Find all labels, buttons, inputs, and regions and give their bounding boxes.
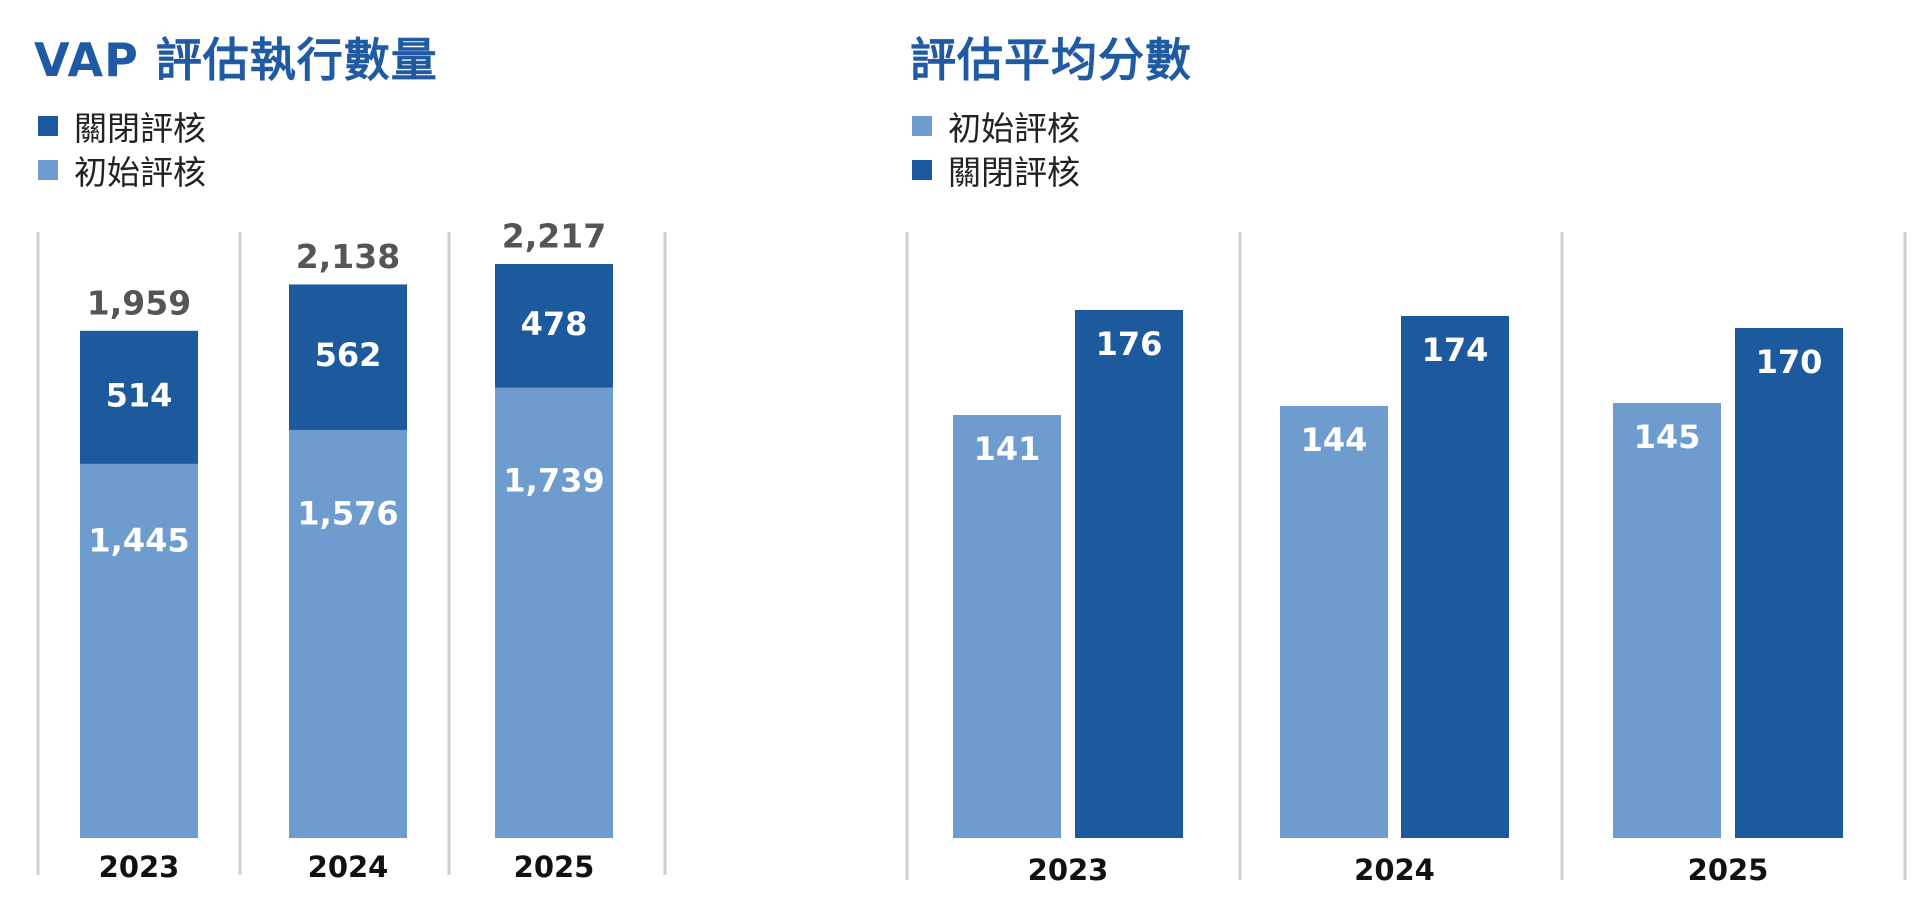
legend-item: 關閉評核 bbox=[38, 104, 206, 148]
legend-label: 關閉評核 bbox=[948, 153, 1080, 192]
bar-closing-review bbox=[289, 284, 407, 430]
bar-closing-review bbox=[80, 330, 198, 464]
legend-item: 關閉評核 bbox=[912, 148, 1080, 192]
data-label: 141 bbox=[974, 430, 1041, 468]
legend: 關閉評核 初始評核 bbox=[38, 104, 206, 192]
data-label: 1,576 bbox=[297, 495, 398, 533]
legend-swatch bbox=[912, 116, 932, 136]
legend-label: 關閉評核 bbox=[74, 109, 206, 148]
data-label: 145 bbox=[1634, 418, 1701, 456]
legend-item: 初始評核 bbox=[912, 104, 1080, 148]
chart-title: 評估平均分數 bbox=[910, 33, 1192, 87]
data-label: 1,739 bbox=[503, 461, 604, 499]
bar-closing-review bbox=[1075, 310, 1183, 838]
legend-swatch bbox=[912, 160, 932, 180]
bar-closing-review bbox=[1735, 328, 1843, 838]
bar-initial-review bbox=[953, 415, 1061, 838]
legend-item: 初始評核 bbox=[38, 148, 206, 192]
data-label: 174 bbox=[1422, 331, 1489, 369]
legend: 初始評核 關閉評核 bbox=[912, 104, 1080, 192]
x-tick-label: 2024 bbox=[1354, 853, 1435, 887]
bar-initial-review bbox=[289, 429, 407, 838]
grouped-bar-chart: 141 176 2023 144 174 2024 145 170 2025 bbox=[905, 232, 1907, 887]
data-label: 170 bbox=[1756, 343, 1823, 381]
data-label: 144 bbox=[1301, 421, 1368, 459]
legend-swatch bbox=[38, 160, 58, 180]
data-label: 562 bbox=[315, 336, 382, 374]
execution-count-panel: VAP 評估執行數量 關閉評核 初始評核 1,445 514 1,959 2023 1,… bbox=[0, 0, 880, 908]
legend-label: 初始評核 bbox=[74, 153, 206, 192]
legend-label: 初始評核 bbox=[948, 109, 1080, 148]
average-score-panel: 評估平均分數 初始評核 關閉評核 141 176 2023 144 174 2024 145… bbox=[880, 0, 1920, 908]
bar-initial-review bbox=[495, 387, 613, 838]
bar-closing-review bbox=[1401, 316, 1509, 838]
total-label: 2,217 bbox=[502, 217, 606, 256]
x-tick-label: 2023 bbox=[1028, 853, 1109, 887]
stacked-bar-chart: 1,445 514 1,959 2023 1,576 562 2,138 2024 1,739 4… bbox=[36, 217, 667, 884]
data-label: 478 bbox=[521, 305, 588, 343]
legend-swatch bbox=[38, 116, 58, 136]
bar-initial-review bbox=[80, 463, 198, 838]
data-label: 514 bbox=[106, 376, 173, 414]
bar-closing-review bbox=[495, 264, 613, 388]
x-tick-label: 2024 bbox=[308, 850, 389, 884]
total-label: 2,138 bbox=[296, 237, 400, 276]
x-tick-label: 2025 bbox=[514, 850, 595, 884]
bar-initial-review bbox=[1280, 406, 1388, 838]
data-label: 1,445 bbox=[88, 521, 189, 559]
x-tick-label: 2023 bbox=[99, 850, 180, 884]
chart-title: VAP 評估執行數量 bbox=[34, 33, 438, 87]
bar-initial-review bbox=[1613, 403, 1721, 838]
x-tick-label: 2025 bbox=[1688, 853, 1769, 887]
data-label: 176 bbox=[1096, 325, 1163, 363]
total-label: 1,959 bbox=[87, 283, 191, 322]
